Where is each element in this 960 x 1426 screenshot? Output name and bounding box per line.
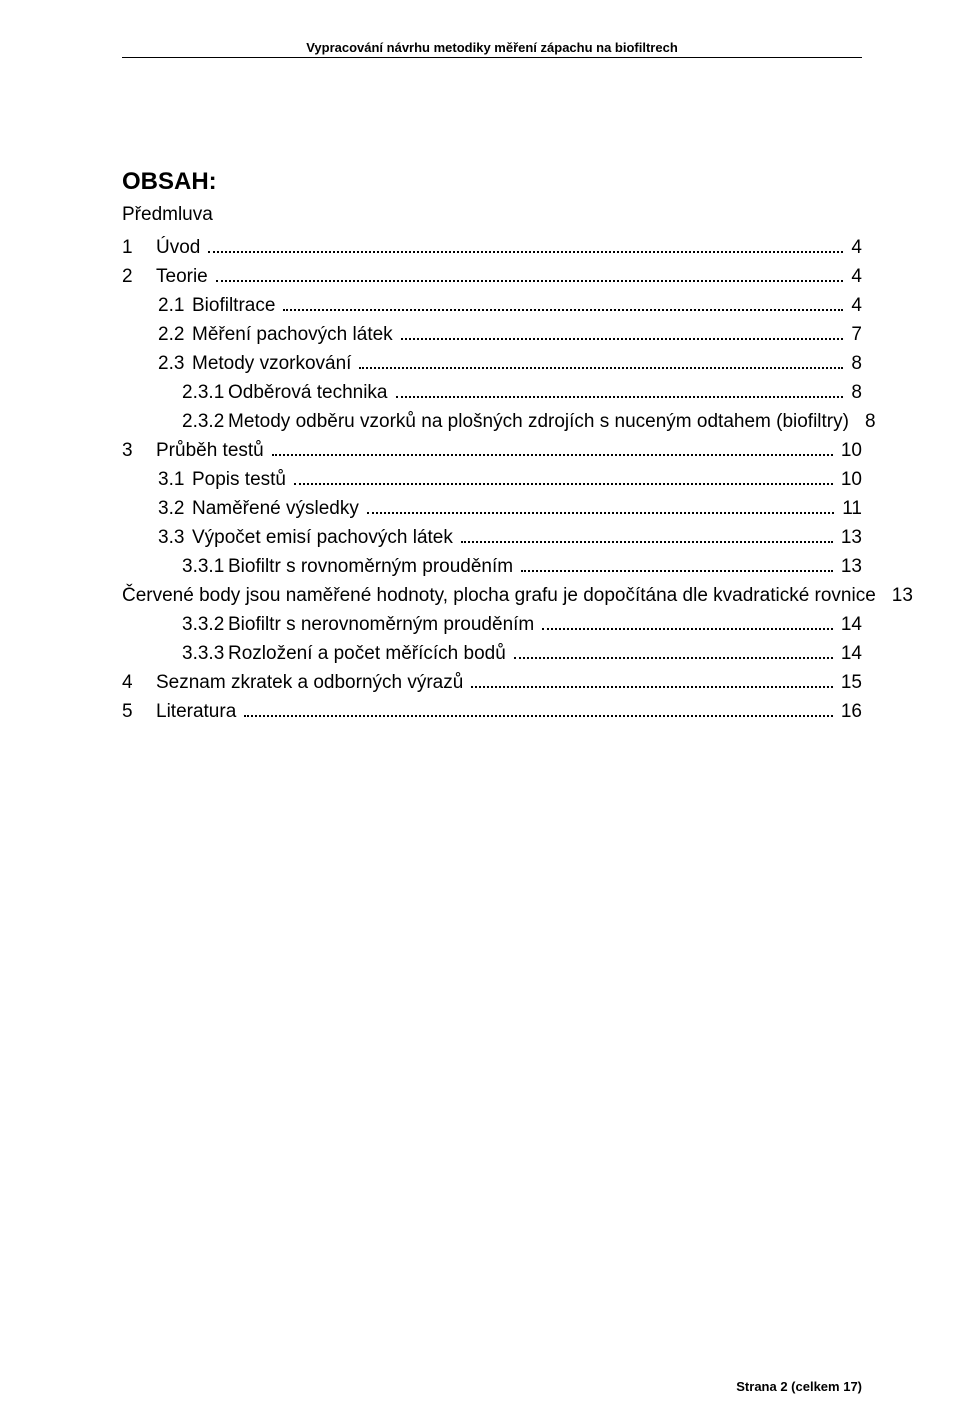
toc-entry-number: 3	[122, 441, 156, 460]
toc-row: 2.1Biofiltrace 4	[122, 296, 862, 315]
toc-row: 2.3.2Metody odběru vzorků na plošných zd…	[122, 412, 862, 431]
toc-entry-number: 3.3	[122, 528, 192, 547]
toc-entry-label: Měření pachových látek	[192, 325, 397, 344]
toc-entry-label: Biofiltr s nerovnoměrným prouděním	[228, 615, 538, 634]
toc-dot-leader	[401, 328, 844, 340]
toc-entry-label: Průběh testů	[156, 441, 268, 460]
toc-entry-label: Naměřené výsledky	[192, 499, 363, 518]
toc-entry-page: 15	[837, 673, 862, 692]
toc-entry-page: 16	[837, 702, 862, 721]
page-footer: Strana 2 (celkem 17)	[736, 1379, 862, 1394]
toc-entry-number: 2.3.2	[122, 412, 228, 431]
toc-dot-leader	[359, 357, 843, 369]
toc-entry-page: 4	[847, 238, 862, 257]
toc-dot-leader	[521, 560, 833, 572]
toc-entry-label: Červené body jsou naměřené hodnoty, ploc…	[122, 586, 880, 605]
toc-dot-leader	[294, 473, 833, 485]
toc-row: 1Úvod 4	[122, 238, 862, 257]
toc-entry-label: Úvod	[156, 238, 204, 257]
toc-entry-page: 13	[837, 557, 862, 576]
toc-entry-label: Literatura	[156, 702, 240, 721]
toc-entry-number: 1	[122, 238, 156, 257]
toc-row: 3.1Popis testů 10	[122, 470, 862, 489]
toc-row: 3.3.1Biofiltr s rovnoměrným prouděním 13	[122, 557, 862, 576]
toc-entry-page: 7	[847, 325, 862, 344]
toc-entry-page: 8	[847, 383, 862, 402]
toc-entry-label: Odběrová technika	[228, 383, 392, 402]
toc-entry-number: 3.1	[122, 470, 192, 489]
toc-entry-label: Seznam zkratek a odborných výrazů	[156, 673, 467, 692]
toc-dot-leader	[471, 676, 833, 688]
toc-dot-leader	[244, 705, 833, 717]
toc-entry-number: 2.3.1	[122, 383, 228, 402]
toc-entry-number: 2	[122, 267, 156, 286]
toc-preface: Předmluva	[122, 204, 862, 226]
toc-row: 5Literatura 16	[122, 702, 862, 721]
toc-entry-page: 13	[888, 586, 913, 605]
toc-row: 4Seznam zkratek a odborných výrazů 15	[122, 673, 862, 692]
toc-dot-leader	[542, 618, 833, 630]
toc-entry-label: Rozložení a počet měřících bodů	[228, 644, 510, 663]
toc-dot-leader	[283, 299, 843, 311]
toc-dot-leader	[367, 502, 834, 514]
toc-row: 3Průběh testů 10	[122, 441, 862, 460]
toc-entry-number: 2.1	[122, 296, 192, 315]
toc-entry-number: 4	[122, 673, 156, 692]
toc-entry-page: 4	[847, 267, 862, 286]
toc-row: 3.3.2Biofiltr s nerovnoměrným prouděním 1…	[122, 615, 862, 634]
document-page: Vypracování návrhu metodiky měření zápac…	[0, 0, 960, 1426]
toc-row: 3.3.3Rozložení a počet měřících bodů 14	[122, 644, 862, 663]
toc-dot-leader	[272, 444, 833, 456]
toc-entry-number: 3.2	[122, 499, 192, 518]
toc-entry-page: 11	[838, 499, 862, 518]
toc-row: 2.3Metody vzorkování 8	[122, 354, 862, 373]
toc-entry-label: Výpočet emisí pachových látek	[192, 528, 457, 547]
toc-entry-page: 4	[847, 296, 862, 315]
toc-entry-number: 2.3	[122, 354, 192, 373]
toc-entry-label: Metody vzorkování	[192, 354, 355, 373]
table-of-contents: 1Úvod 4 2Teorie 4 2.1Biofiltrace 4 2.2Měření p…	[122, 238, 862, 721]
toc-title: OBSAH:	[122, 168, 862, 196]
toc-entry-page: 14	[837, 644, 862, 663]
toc-dot-leader	[208, 241, 843, 253]
header-rule	[122, 57, 862, 58]
running-header: Vypracování návrhu metodiky měření zápac…	[122, 40, 862, 57]
toc-entry-page: 10	[837, 470, 862, 489]
toc-entry-label: Popis testů	[192, 470, 290, 489]
toc-entry-page: 13	[837, 528, 862, 547]
toc-entry-number: 3.3.2	[122, 615, 228, 634]
toc-row: 2.3.1Odběrová technika 8	[122, 383, 862, 402]
toc-entry-number: 3.3.3	[122, 644, 228, 663]
toc-entry-number: 2.2	[122, 325, 192, 344]
toc-entry-page: 14	[837, 615, 862, 634]
toc-row: 2Teorie 4	[122, 267, 862, 286]
toc-row: Červené body jsou naměřené hodnoty, ploc…	[122, 586, 862, 605]
toc-entry-number: 3.3.1	[122, 557, 228, 576]
toc-dot-leader	[216, 270, 844, 282]
toc-entry-label: Metody odběru vzorků na plošných zdrojíc…	[228, 412, 853, 431]
toc-entry-page: 8	[847, 354, 862, 373]
toc-entry-label: Biofiltrace	[192, 296, 279, 315]
toc-entry-label: Teorie	[156, 267, 212, 286]
toc-row: 3.3Výpočet emisí pachových látek 13	[122, 528, 862, 547]
toc-entry-label: Biofiltr s rovnoměrným prouděním	[228, 557, 517, 576]
toc-dot-leader	[461, 531, 833, 543]
toc-entry-number: 5	[122, 702, 156, 721]
toc-dot-leader	[396, 386, 844, 398]
toc-row: 2.2Měření pachových látek 7	[122, 325, 862, 344]
toc-row: 3.2Naměřené výsledky 11	[122, 499, 862, 518]
toc-entry-page: 10	[837, 441, 862, 460]
toc-entry-page: 8	[861, 412, 876, 431]
toc-dot-leader	[514, 647, 833, 659]
